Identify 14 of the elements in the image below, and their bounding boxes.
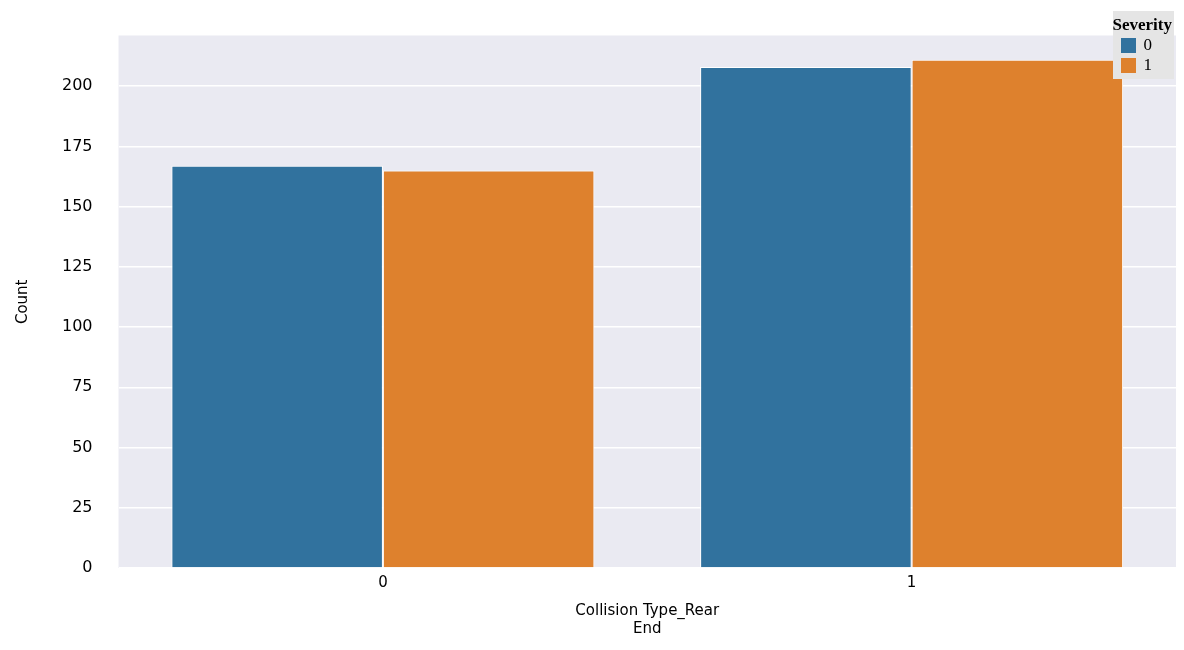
legend-label: 1 [1143, 55, 1153, 75]
y-tick-label: 150 [61, 195, 93, 215]
x-axis-title: Collision Type_Rear End [575, 600, 721, 637]
y-tick-label: 0 [82, 557, 93, 577]
y-tick-label: 175 [61, 135, 93, 155]
y-axis-title: Count [12, 279, 31, 325]
legend-label: 0 [1143, 35, 1153, 55]
legend-title: Severity [1112, 15, 1172, 35]
y-tick-label: 25 [72, 496, 93, 516]
y-tick-label: 50 [72, 436, 93, 456]
y-tick-label: 100 [61, 316, 93, 336]
y-tick-label: 125 [61, 256, 93, 276]
y-tick-label: 75 [72, 376, 93, 396]
y-tick-label: 200 [61, 75, 93, 95]
